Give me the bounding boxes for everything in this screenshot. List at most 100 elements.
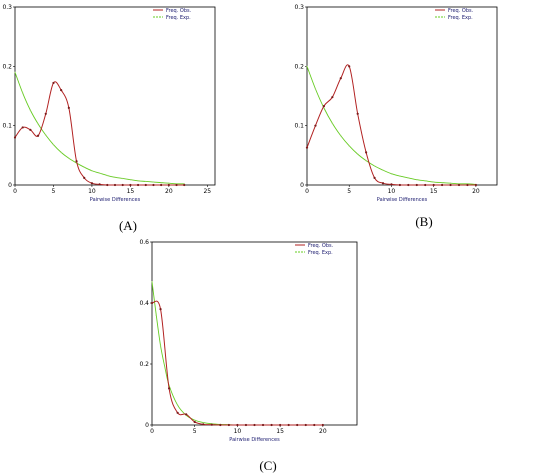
data-point-exp (331, 122, 333, 124)
series-line-exp (306, 66, 476, 185)
data-point (75, 160, 78, 163)
data-point-exp (194, 419, 196, 421)
data-point (21, 126, 24, 129)
x-tick-label: 15 (276, 428, 284, 435)
data-point (219, 423, 222, 427)
y-tick-label: 0.4 (139, 300, 149, 307)
data-point (175, 183, 178, 187)
legend-entry: Freq. Exp. (448, 15, 473, 21)
data-point (193, 420, 196, 424)
data-point (339, 77, 342, 80)
data-point-exp (424, 180, 426, 182)
data-point (331, 96, 334, 99)
data-point-exp (29, 109, 31, 111)
data-point-exp (91, 170, 93, 172)
data-point (398, 183, 401, 187)
data-point (83, 176, 86, 179)
data-point (13, 136, 17, 139)
x-tick-label: 20 (165, 188, 173, 195)
legend-entry: Freq. Obs. (166, 8, 192, 14)
data-point (121, 183, 124, 187)
data-point-exp (37, 123, 39, 125)
data-point-exp (348, 145, 350, 147)
data-point-exp (159, 345, 162, 347)
data-point-exp (399, 175, 401, 177)
data-point-exp (137, 180, 139, 182)
data-point (381, 182, 385, 185)
x-tick-label: 10 (388, 188, 396, 195)
data-point (373, 176, 376, 179)
data-point-exp (357, 153, 359, 155)
series-line-exp (151, 281, 323, 426)
data-point-exp (151, 281, 153, 283)
legend-entry: Freq. Exp. (308, 250, 333, 256)
data-point (457, 183, 461, 187)
y-tick-label: 0.2 (294, 63, 304, 70)
data-point (313, 423, 316, 427)
data-point-exp (202, 421, 204, 424)
data-point-exp (164, 366, 166, 368)
data-point-exp (106, 174, 108, 177)
data-point (449, 183, 452, 187)
y-tick-label: 0.2 (2, 63, 12, 70)
data-point (322, 104, 325, 108)
data-point (441, 183, 444, 187)
data-point (210, 423, 213, 426)
data-point-exp (152, 181, 155, 183)
data-point-exp (168, 182, 170, 184)
data-point-exp (390, 173, 393, 175)
data-point-exp (114, 176, 116, 178)
y-tick-label: 0.3 (294, 4, 304, 11)
data-point-exp (306, 65, 308, 67)
x-tick-label: 0 (150, 428, 154, 435)
chart-panel-3: 0 0.2 0.4 0.6 0 5 10 15 20 Pairwise Differences Fr… (139, 239, 358, 473)
y-tick-label: 0.1 (294, 123, 304, 130)
data-point-exp (99, 172, 101, 174)
x-tick-label: 10 (88, 188, 96, 195)
data-point-exp (340, 135, 342, 137)
data-point (407, 183, 410, 187)
x-tick-label: 5 (193, 428, 197, 435)
data-point (98, 183, 101, 186)
series-line-obs (306, 64, 476, 186)
x-tick-label: 10 (234, 428, 242, 435)
legend-entry: Freq. Obs. (448, 8, 474, 14)
data-point (167, 183, 170, 187)
data-point (136, 183, 140, 187)
data-point-exp (449, 182, 452, 184)
x-tick-label: 5 (347, 188, 351, 195)
series-line-exp (14, 72, 185, 185)
panel-label: (B) (415, 214, 432, 229)
data-point-exp (155, 314, 157, 316)
plot-frame (151, 241, 358, 426)
data-point (296, 423, 299, 427)
x-tick-label: 5 (52, 188, 56, 195)
data-point (185, 413, 188, 416)
data-point (150, 301, 154, 305)
data-point (202, 423, 205, 426)
data-point-exp (60, 151, 62, 153)
data-point (227, 423, 230, 427)
y-tick-label: 0 (300, 182, 304, 189)
data-point (270, 423, 273, 427)
data-point-exp (145, 180, 147, 183)
data-point (321, 423, 324, 427)
data-point-exp (45, 134, 47, 136)
chart-panel-2: 0 0.1 0.2 0.3 0 5 10 15 20 Pairwise Differences Fr… (294, 4, 498, 229)
data-point-exp (373, 165, 376, 167)
x-tick-label: 15 (430, 188, 438, 195)
data-point (144, 183, 147, 187)
data-point-exp (122, 177, 124, 180)
series-line-obs (14, 81, 185, 186)
x-tick-label: 25 (203, 188, 211, 195)
data-point (244, 423, 248, 427)
data-point-exp (433, 181, 435, 183)
data-point (415, 183, 418, 187)
data-point-exp (83, 166, 85, 168)
data-point-exp (314, 88, 317, 90)
data-point (287, 423, 290, 427)
x-axis-label: Pairwise Differences (377, 197, 428, 203)
data-point (466, 183, 469, 187)
data-point (129, 183, 132, 187)
